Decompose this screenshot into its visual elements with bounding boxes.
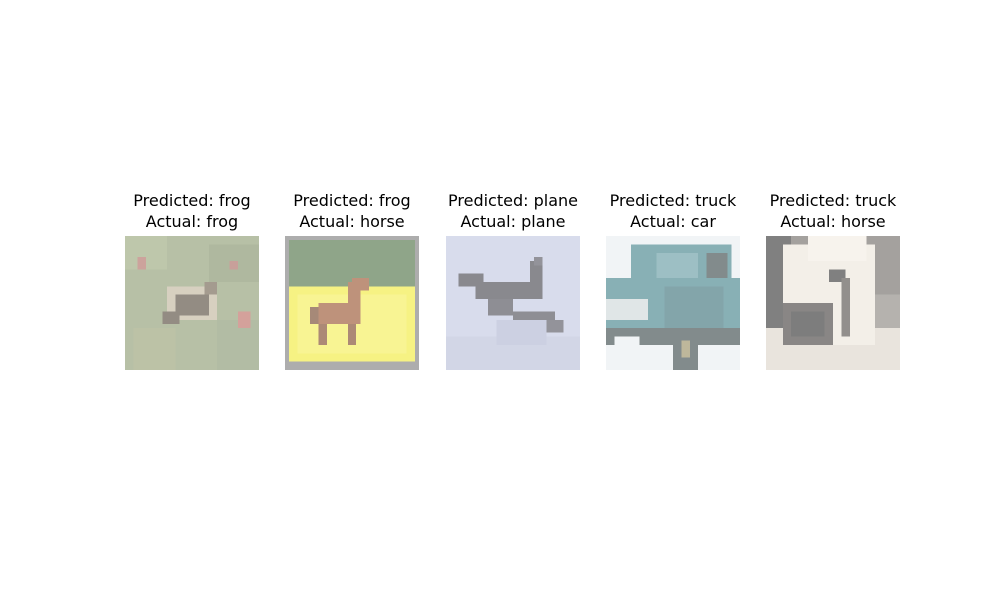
prediction-panel-1: Predicted: frog Actual: frog (125, 190, 259, 370)
predicted-label: Predicted: truck (609, 191, 737, 210)
predicted-label: Predicted: plane (448, 191, 578, 210)
actual-label: Actual: frog (145, 212, 239, 231)
car-photo-icon (606, 236, 740, 370)
actual-label: Actual: car (630, 212, 716, 231)
horse-head-photo-icon (766, 236, 900, 370)
panel-title: Predicted: truck Actual: horse (746, 190, 920, 232)
prediction-panel-5: Predicted: truck Actual: horse (766, 190, 900, 370)
horse-photo-icon (285, 236, 419, 370)
actual-label: Actual: horse (299, 212, 405, 231)
panel-title: Predicted: truck Actual: car (586, 190, 760, 232)
panel-title: Predicted: frog Actual: frog (105, 190, 279, 232)
actual-label: Actual: plane (460, 212, 566, 231)
actual-label: Actual: horse (780, 212, 886, 231)
predicted-label: Predicted: truck (769, 191, 897, 210)
prediction-panel-3: Predicted: plane Actual: plane (446, 190, 580, 370)
prediction-panel-4: Predicted: truck Actual: car (606, 190, 740, 370)
prediction-panel-2: Predicted: frog Actual: horse (285, 190, 419, 370)
predicted-label: Predicted: frog (133, 191, 251, 210)
panel-title: Predicted: plane Actual: plane (426, 190, 600, 232)
panel-title: Predicted: frog Actual: horse (265, 190, 439, 232)
frog-photo-icon (125, 236, 259, 370)
predicted-label: Predicted: frog (293, 191, 411, 210)
plane-photo-icon (446, 236, 580, 370)
